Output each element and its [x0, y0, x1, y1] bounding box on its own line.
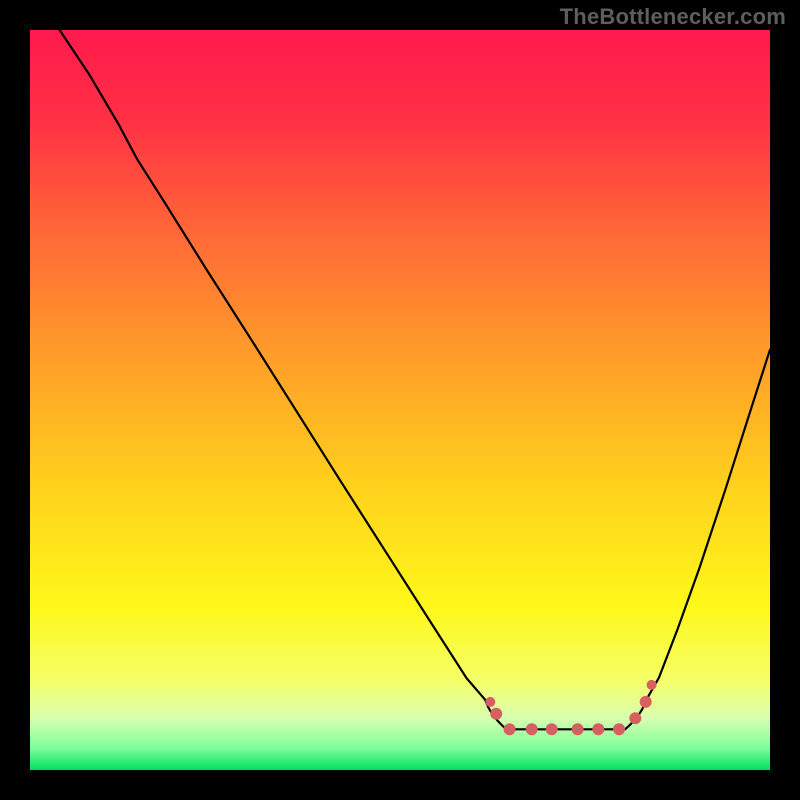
marker-point	[640, 696, 652, 708]
marker-point	[629, 712, 641, 724]
marker-group	[485, 680, 656, 735]
marker-point	[572, 723, 584, 735]
marker-point	[613, 723, 625, 735]
marker-point	[526, 723, 538, 735]
curve-layer	[30, 30, 770, 770]
marker-point	[504, 723, 516, 735]
plot-area	[30, 30, 770, 770]
marker-point	[490, 708, 502, 720]
marker-point	[485, 697, 495, 707]
curve-left-limb	[60, 30, 486, 700]
marker-point	[592, 723, 604, 735]
curve-right-limb	[646, 350, 770, 700]
attribution-text: TheBottlenecker.com	[560, 4, 786, 30]
marker-point	[546, 723, 558, 735]
marker-point	[647, 680, 657, 690]
